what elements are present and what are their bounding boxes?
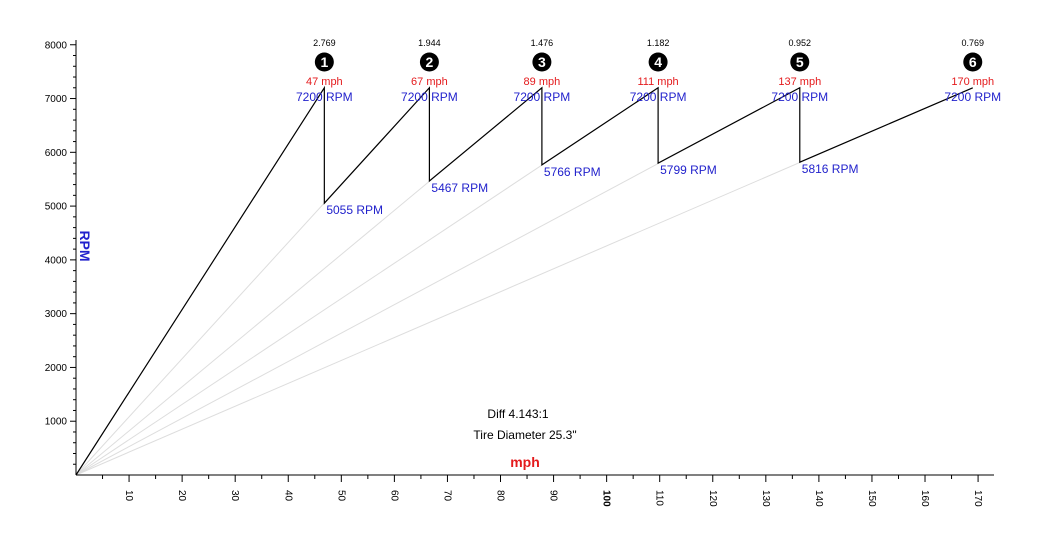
shift-rpm-label: 7200 RPM (771, 90, 828, 104)
shift-speed-label: 111 mph (638, 76, 679, 88)
gear-4-labels: 1.182 4 111 mph 7200 RPM 5799 RPM (630, 38, 717, 177)
shift-rpm-label: 7200 RPM (630, 90, 687, 104)
y-tick-label: 1000 (45, 417, 68, 428)
shift-speed-label: 170 mph (951, 76, 994, 88)
gear-number: 3 (538, 54, 546, 70)
x-tick-label: 60 (388, 490, 399, 502)
gear-ratio-label: 1.476 (531, 38, 554, 48)
x-tick-label: 10 (123, 490, 134, 502)
x-tick-label: 80 (495, 490, 506, 502)
x-tick-label: 130 (760, 490, 771, 507)
gear-2-labels: 1.944 2 67 mph 7200 RPM 5467 RPM (401, 38, 488, 195)
gear-ratio-label: 1.182 (647, 38, 670, 48)
gear-1-labels: 2.769 1 47 mph 7200 RPM 5055 RPM (296, 38, 383, 217)
gear-ratio-label: 2.769 (313, 38, 336, 48)
x-axis-ticks: 10 20 30 40 50 60 70 80 90 100 110 120 130 140 150 160 1… (102, 475, 983, 507)
x-tick-label: 20 (176, 490, 187, 502)
y-tick-label: 7000 (45, 94, 68, 105)
gear-3-labels: 1.476 3 89 mph 7200 RPM 5766 RPM (514, 38, 601, 179)
x-tick-label: 30 (229, 490, 240, 502)
gear-badge (532, 52, 552, 72)
y-tick-label: 2000 (45, 363, 68, 374)
gear-number: 1 (320, 54, 328, 70)
shift-sawtooth (75, 85, 974, 476)
gear-badge (790, 52, 810, 72)
drop-rpm-label: 5766 RPM (544, 165, 601, 179)
gear-5-labels: 0.952 5 137 mph 7200 RPM 5816 RPM (771, 38, 858, 176)
gear-6-labels: 0.769 6 170 mph 7200 RPM (944, 38, 1001, 104)
x-tick-label: 90 (548, 490, 559, 502)
shift-rpm-label: 7200 RPM (944, 90, 1001, 104)
y-tick-label: 4000 (45, 255, 68, 266)
x-tick-label: 140 (813, 490, 824, 507)
shift-speed-label: 67 mph (411, 76, 448, 88)
y-axis-ticks: 1000 2000 3000 4000 5000 6000 7000 8000 (45, 40, 76, 465)
y-tick-label: 3000 (45, 309, 68, 320)
x-tick-label: 160 (919, 490, 930, 507)
gear-number: 5 (796, 54, 804, 70)
drop-rpm-label: 5816 RPM (802, 162, 859, 176)
x-axis-title: mph (510, 454, 540, 470)
x-tick-label: 150 (866, 490, 877, 507)
tire-diameter-note: Tire Diameter 25.3" (473, 428, 576, 442)
gear-badge (314, 52, 334, 72)
x-tick-label: 50 (335, 490, 346, 502)
y-tick-label: 5000 (45, 202, 68, 213)
y-axis-title: RPM (77, 230, 93, 261)
drop-rpm-label: 5055 RPM (326, 203, 383, 217)
rpm-sawtooth-line (75, 85, 974, 476)
x-tick-label: 70 (441, 490, 452, 502)
gear-badge (648, 52, 668, 72)
drop-rpm-label: 5799 RPM (660, 163, 717, 177)
shift-rpm-label: 7200 RPM (514, 90, 571, 104)
shift-rpm-label: 7200 RPM (296, 90, 353, 104)
gear-number: 4 (654, 54, 662, 70)
x-tick-label: 120 (707, 490, 718, 507)
x-tick-label: 100 (601, 490, 612, 507)
shift-speed-label: 89 mph (524, 76, 561, 88)
gear-number: 6 (969, 54, 977, 70)
shift-speed-label: 137 mph (778, 76, 821, 88)
x-tick-label: 170 (972, 490, 983, 507)
chart-axes: 10 20 30 40 50 60 70 80 90 100 110 120 130 140 150 160 1… (45, 40, 994, 507)
gear-labels: 2.769 1 47 mph 7200 RPM 5055 RPM 1.944 2 67 mph… (296, 38, 1001, 217)
drop-rpm-label: 5467 RPM (431, 181, 488, 195)
gear-ratio-label: 0.952 (789, 38, 812, 48)
diff-ratio-note: Diff 4.143:1 (487, 407, 548, 421)
y-tick-label: 6000 (45, 148, 68, 159)
gear-badge (419, 52, 439, 72)
gear-number: 2 (426, 54, 434, 70)
gear-ratio-label: 1.944 (418, 38, 441, 48)
y-tick-label: 8000 (45, 40, 68, 51)
shift-rpm-label: 7200 RPM (401, 90, 458, 104)
x-tick-label: 110 (654, 490, 665, 506)
x-tick-label: 40 (282, 490, 293, 502)
gear-ratio-label: 0.769 (962, 38, 985, 48)
shift-speed-label: 47 mph (306, 76, 343, 88)
gear-badge (963, 52, 983, 72)
